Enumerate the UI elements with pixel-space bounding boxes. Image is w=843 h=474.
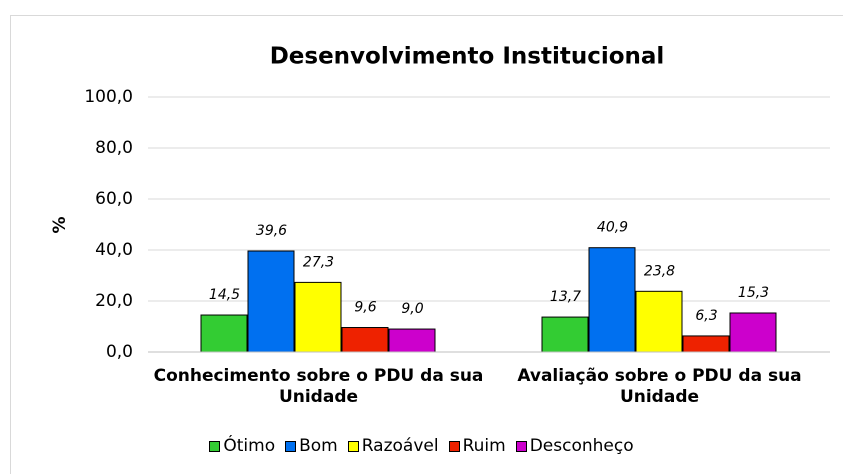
bar [341, 327, 389, 353]
bar [588, 247, 636, 353]
legend-swatch [448, 440, 460, 452]
y-tick-label: 100,0 [84, 87, 133, 107]
legend-item: Bom [285, 436, 338, 456]
chart-frame [10, 15, 843, 474]
data-label: 15,3 [738, 285, 769, 301]
bar [635, 290, 683, 353]
legend-label: Razoável [361, 436, 439, 456]
legend-swatch [347, 440, 359, 452]
bar [388, 328, 436, 353]
y-tick-label: 60,0 [95, 189, 133, 209]
data-label: 39,6 [256, 223, 287, 239]
data-label: 40,9 [597, 220, 628, 236]
legend-label: Bom [299, 436, 338, 456]
data-label: 9,6 [354, 300, 376, 316]
x-tick-label: Conhecimento sobre o PDU da sua Unidade [153, 366, 484, 407]
y-tick-label: 20,0 [95, 291, 133, 311]
legend-item: Ruim [448, 436, 506, 456]
data-label: 6,3 [695, 308, 717, 324]
y-tick-label: 0,0 [106, 342, 133, 362]
data-label: 9,0 [401, 301, 423, 317]
data-label: 14,5 [209, 287, 240, 303]
data-label: 13,7 [550, 289, 581, 305]
data-label: 23,8 [644, 263, 675, 279]
chart-title: Desenvolvimento Institucional [270, 44, 665, 70]
y-tick-label: 40,0 [95, 240, 133, 260]
bar [294, 281, 342, 353]
legend-label: Ótimo [223, 436, 276, 456]
bar [200, 314, 248, 353]
data-label: 27,3 [303, 254, 334, 270]
legend-swatch [285, 440, 297, 452]
legend-swatch [515, 440, 527, 452]
legend: Ótimo Bom Razoável Ruim Desconheço [0, 436, 843, 456]
legend-item: Desconheço [515, 436, 634, 456]
legend-label: Ruim [462, 436, 506, 456]
y-tick-label: 80,0 [95, 138, 133, 158]
legend-item: Razoável [347, 436, 439, 456]
legend-swatch [209, 440, 221, 452]
legend-item: Ótimo [209, 436, 275, 456]
x-tick-label: Avaliação sobre o PDU da sua Unidade [517, 366, 802, 407]
bar [247, 250, 295, 353]
legend-label: Desconheço [529, 436, 634, 456]
bar [541, 316, 589, 353]
y-axis-label: % [50, 216, 70, 233]
bar [682, 335, 730, 353]
bar [729, 312, 777, 353]
